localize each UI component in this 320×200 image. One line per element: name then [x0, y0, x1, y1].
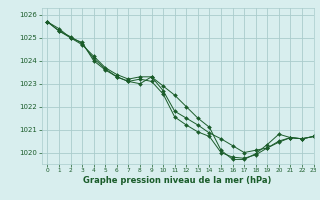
X-axis label: Graphe pression niveau de la mer (hPa): Graphe pression niveau de la mer (hPa) [84, 176, 272, 185]
